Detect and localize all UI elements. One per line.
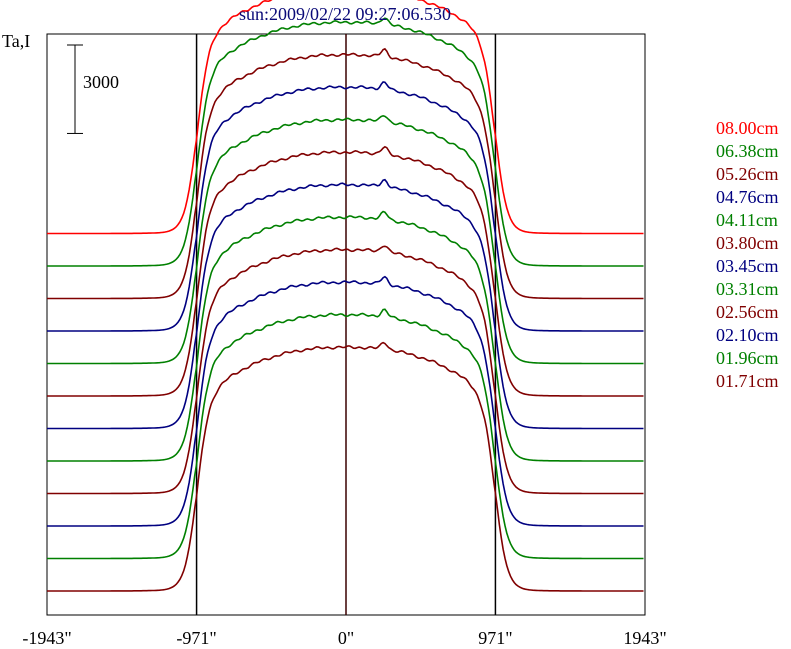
legend-item: 01.71cm: [716, 371, 779, 391]
series-line-04-76cm: [47, 81, 644, 332]
series-line-03-31cm: [47, 210, 644, 462]
series-line-06-38cm: [47, 17, 644, 267]
series-line-02-10cm: [47, 275, 644, 527]
x-tick-label: 971": [478, 628, 513, 648]
series-line-04-11cm: [47, 114, 644, 365]
legend-item: 06.38cm: [716, 141, 779, 161]
series-line-03-80cm: [47, 145, 644, 397]
legend-item: 04.76cm: [716, 187, 779, 207]
series-line-05-26cm: [47, 47, 644, 300]
legend-item: 03.80cm: [716, 233, 779, 253]
series-line-02-56cm: [47, 245, 644, 495]
chart-title: sun:2009/02/22 09:27:06.530: [238, 4, 451, 24]
legend-item: 02.10cm: [716, 325, 779, 345]
legend-item: 03.45cm: [716, 256, 779, 276]
legend-item: 04.11cm: [716, 210, 778, 230]
legend-item: 05.26cm: [716, 164, 779, 184]
series-line-08-00cm: [47, 0, 644, 235]
y-axis-label: Ta,I: [2, 31, 31, 51]
series-line-01-71cm: [47, 341, 644, 592]
legend-item: 02.56cm: [716, 302, 779, 322]
legend: 08.00cm 06.38cm 05.26cm 04.76cm 04.11cm 03.80…: [716, 117, 779, 393]
x-tick-label: -1943": [22, 628, 72, 648]
scale-bar-label: 3000: [83, 72, 119, 92]
x-tick-label: 1943": [623, 628, 667, 648]
series-line-03-45cm: [47, 178, 644, 430]
legend-item: 01.96cm: [716, 348, 779, 368]
legend-item: 03.31cm: [716, 279, 779, 299]
x-tick-label: 0": [337, 628, 355, 648]
legend-item: 08.00cm: [716, 118, 779, 138]
series-line-01-96cm: [47, 308, 644, 560]
x-tick-label: -971": [176, 628, 217, 648]
